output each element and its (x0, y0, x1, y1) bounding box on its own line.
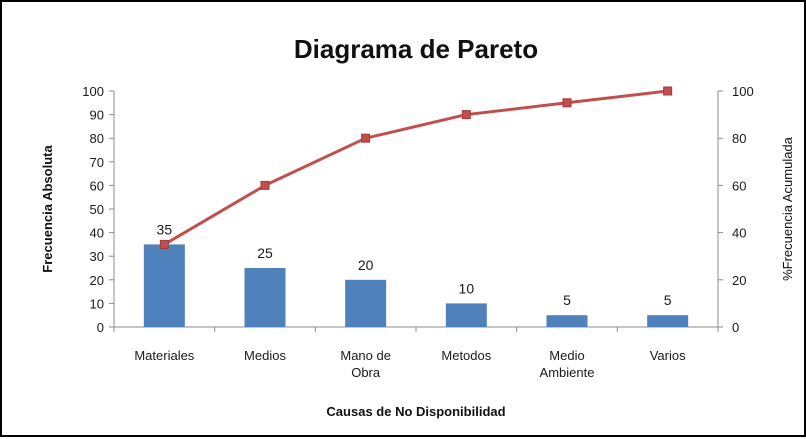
y-tick-label: 80 (90, 131, 104, 146)
x-tick-label: Mano de Obra (340, 348, 391, 380)
y-tick-label: 20 (90, 273, 104, 288)
y2-axis-title: %Frecuencia Acumulada (780, 136, 795, 281)
y-tick-label: 60 (90, 178, 104, 193)
labels-layer: 35 25 20 10 5 5 (157, 221, 672, 308)
y-axis-title: Frecuencia Absoluta (40, 145, 55, 273)
bar (345, 279, 387, 327)
bar (445, 303, 487, 327)
bar (546, 315, 588, 327)
cumulative-point (461, 110, 471, 120)
bar-data-label: 20 (358, 257, 374, 273)
x-axis-title: Causas de No Disponibilidad (326, 404, 505, 419)
y-tick-label: 10 (90, 296, 104, 311)
x-tick-label: Metodos (441, 348, 491, 363)
y2-tick-label: 60 (732, 178, 746, 193)
axes-layer: 0 10 20 30 40 50 60 70 80 90 100 0 20 40 60 80 100 Materi… (82, 84, 753, 380)
y2-tick-label: 20 (732, 273, 746, 288)
y-tick-label: 50 (90, 202, 104, 217)
bar-data-label: 5 (664, 292, 672, 308)
x-tick-label: Medio Ambiente (540, 348, 595, 380)
cumulative-line (163, 89, 668, 246)
y2-tick-label: 80 (732, 131, 746, 146)
bar (143, 244, 185, 327)
y-tick-label: 30 (90, 249, 104, 264)
x-tick-label: Varios (650, 348, 686, 363)
y2-tick-label: 40 (732, 226, 746, 241)
cumulative-point (159, 239, 169, 249)
bar-data-label: 25 (257, 245, 273, 261)
bar-data-label: 35 (157, 221, 173, 237)
cumulative-point (260, 180, 270, 190)
cumulative-point (562, 98, 572, 108)
y-tick-label: 0 (97, 320, 104, 335)
bars-layer (143, 244, 689, 327)
chart-title: Diagrama de Pareto (294, 34, 538, 64)
y-tick-label: 40 (90, 226, 104, 241)
cumulative-point (361, 133, 371, 143)
y-tick-label: 100 (82, 84, 104, 99)
y2-tick-label: 0 (732, 320, 739, 335)
bar (647, 315, 689, 327)
x-tick-label: Materiales (134, 348, 194, 363)
cumulative-point (663, 86, 673, 96)
y-tick-label: 90 (90, 108, 104, 123)
bar-data-label: 10 (459, 280, 475, 296)
line-layer (159, 86, 673, 249)
bar (244, 268, 286, 327)
x-tick-label: Medios (244, 348, 286, 363)
bar-data-label: 5 (563, 292, 571, 308)
y-tick-label: 70 (90, 155, 104, 170)
y2-tick-label: 100 (732, 84, 754, 99)
